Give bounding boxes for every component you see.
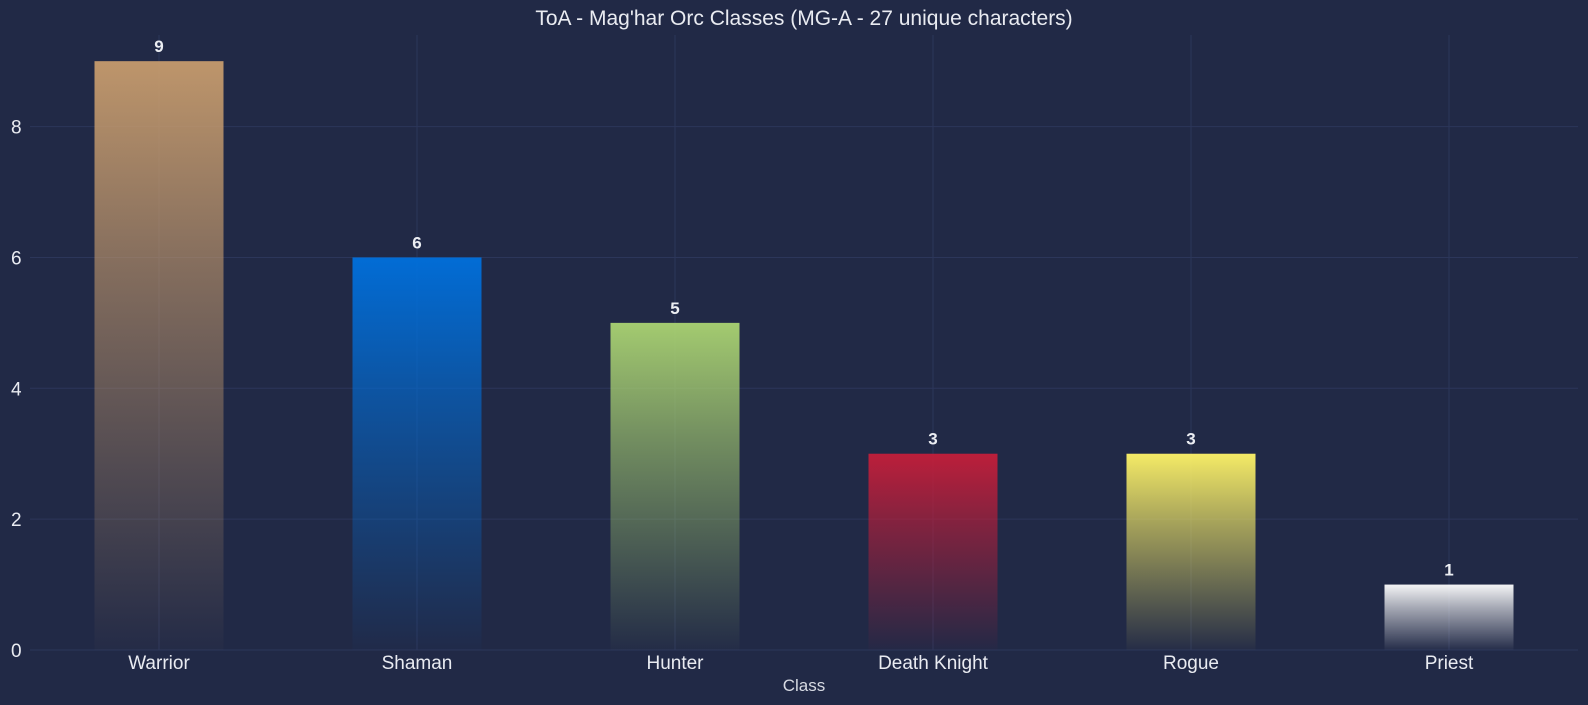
x-tick-label: Shaman — [382, 653, 453, 674]
x-tick-label: Warrior — [128, 653, 190, 674]
y-tick-label: 0 — [11, 641, 22, 662]
x-tick-label: Hunter — [646, 653, 704, 674]
x-tick-label: Rogue — [1163, 653, 1219, 674]
x-tick-label: Priest — [1425, 653, 1474, 674]
x-tick-label: Death Knight — [878, 653, 989, 674]
grid — [30, 35, 1578, 651]
bar-death-knight — [868, 453, 998, 650]
bar-shaman — [352, 257, 482, 650]
bar-value-label: 3 — [1186, 430, 1195, 449]
y-axis-ticks: 0 2 4 6 8 — [11, 118, 22, 662]
chart-title: ToA - Mag'har Orc Classes (MG-A - 27 uni… — [535, 7, 1072, 30]
y-tick-label: 8 — [11, 118, 22, 139]
bar-value-label: 6 — [412, 233, 421, 252]
y-tick-label: 4 — [11, 379, 22, 400]
bar-value-label: 9 — [154, 37, 163, 56]
bar-hunter — [610, 322, 740, 650]
bar-value-label: 5 — [670, 299, 679, 318]
data-labels: 9 6 5 3 3 1 — [154, 37, 1453, 579]
x-axis-ticks: Warrior Shaman Hunter Death Knight Rogue Prie… — [128, 653, 1474, 674]
x-axis-title: Class — [783, 676, 826, 695]
bar-priest — [1384, 584, 1514, 650]
y-tick-label: 2 — [11, 510, 22, 531]
bar-value-label: 1 — [1444, 561, 1453, 580]
y-tick-label: 6 — [11, 248, 22, 269]
bar-warrior — [94, 61, 224, 650]
bar-value-label: 3 — [928, 430, 937, 449]
bar-rogue — [1126, 453, 1256, 650]
bars — [94, 61, 1514, 650]
